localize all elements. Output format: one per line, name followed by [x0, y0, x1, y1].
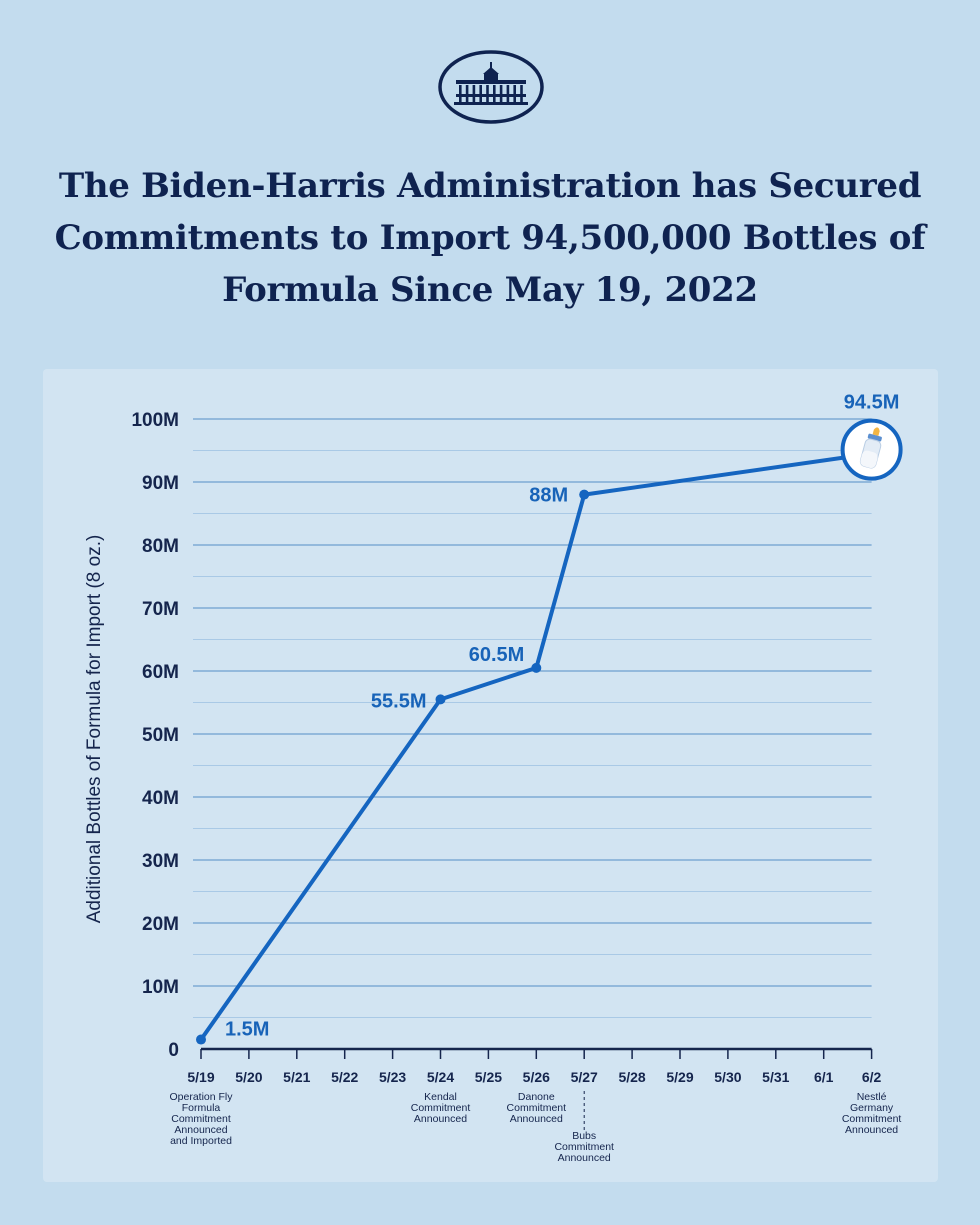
- annotation-line: Commitment: [554, 1141, 614, 1153]
- baby-bottle-icon: [840, 418, 903, 481]
- annotation-line: Danone: [518, 1091, 555, 1103]
- chart-panel: 0 10M 20M 30M 40M 50M 60M 70M 80M 90M 100M Addition…: [43, 369, 938, 1182]
- title-line-2: Commitments to Import 94,500,000 Bottles…: [54, 218, 926, 258]
- data-point: [435, 694, 446, 705]
- data-label: 88M: [529, 485, 568, 507]
- y-axis: 0 10M 20M 30M 40M 50M 60M 70M 80M 90M 100M Addition…: [84, 410, 179, 1061]
- y-tick-label: 50M: [142, 725, 179, 746]
- annotation-line: Commitment: [411, 1102, 471, 1114]
- data-label: 55.5M: [371, 690, 427, 712]
- annotation-line: Announced: [845, 1124, 898, 1136]
- x-annotation: Nestlé Germany Commitment Announced: [842, 1091, 902, 1136]
- title-line-3: Formula Since May 19, 2022: [222, 270, 758, 310]
- data-point: [579, 489, 590, 500]
- annotation-line: Operation Fly: [169, 1091, 233, 1103]
- y-tick-label: 70M: [142, 599, 179, 620]
- annotation-line: Bubs: [572, 1130, 596, 1142]
- gridlines: [193, 418, 872, 1018]
- annotation-line: Kendal: [424, 1091, 457, 1103]
- x-tick-label: 5/20: [235, 1069, 262, 1085]
- line-chart: 0 10M 20M 30M 40M 50M 60M 70M 80M 90M 100M Addition…: [84, 392, 903, 1164]
- y-tick-label: 10M: [142, 977, 179, 998]
- annotation-line: Commitment: [507, 1102, 567, 1114]
- y-tick-label: 90M: [142, 473, 179, 494]
- x-annotation: Operation Fly Formula Commitment Announced a…: [169, 1091, 233, 1147]
- x-tick-label: 5/25: [475, 1069, 502, 1085]
- x-axis: 5/19 5/20 5/21 5/22 5/23 5/24 5/25 5/26 5/27 5/28…: [187, 1047, 882, 1085]
- x-tick-label: 5/24: [427, 1069, 454, 1085]
- y-tick-label: 80M: [142, 536, 179, 557]
- data-point: [531, 662, 542, 673]
- annotation-line: Commitment: [171, 1113, 231, 1125]
- x-tick-label: 5/28: [618, 1069, 645, 1085]
- x-tick-label: 5/31: [762, 1069, 789, 1085]
- series: [196, 451, 872, 1045]
- x-tick-label: 5/29: [666, 1069, 693, 1085]
- x-tick-label: 5/30: [714, 1069, 741, 1085]
- y-tick-label: 60M: [142, 662, 179, 683]
- y-tick-label: 30M: [142, 851, 179, 872]
- x-tick-label: 6/2: [862, 1069, 882, 1085]
- white-house-logo: [438, 50, 544, 124]
- title-line-1: The Biden-Harris Administration has Secu…: [58, 166, 922, 206]
- x-annotations: Operation Fly Formula Commitment Announced a…: [169, 1091, 901, 1164]
- x-tick-label: 5/22: [331, 1069, 358, 1085]
- y-tick-label: 0: [168, 1040, 179, 1061]
- data-label: 1.5M: [225, 1019, 269, 1041]
- annotation-line: Announced: [510, 1113, 563, 1125]
- x-tick-label: 5/21: [283, 1069, 310, 1085]
- y-tick-label: 40M: [142, 788, 179, 809]
- x-tick-label: 5/19: [187, 1069, 214, 1085]
- data-label: 60.5M: [469, 644, 525, 666]
- annotation-line: Announced: [174, 1124, 227, 1136]
- data-point: [196, 1034, 206, 1045]
- x-tick-label: 5/27: [571, 1069, 598, 1085]
- annotation-line: Announced: [558, 1152, 611, 1164]
- y-tick-label: 100M: [131, 410, 179, 431]
- bottle-collar: [867, 433, 882, 442]
- x-annotation: Bubs Commitment Announced: [554, 1130, 614, 1164]
- x-annotation: Danone Commitment Announced: [507, 1091, 567, 1125]
- series-line: [199, 451, 872, 1041]
- bottle-shape: [859, 427, 882, 469]
- annotation-line: Germany: [850, 1102, 894, 1114]
- x-annotation: Kendal Commitment Announced: [411, 1091, 471, 1125]
- data-label: 94.5M: [844, 392, 900, 414]
- annotation-line: Commitment: [842, 1113, 902, 1125]
- x-tick-label: 6/1: [814, 1069, 834, 1085]
- page-title: The Biden-Harris Administration has Secu…: [40, 160, 940, 316]
- annotation-line: and Imported: [170, 1135, 232, 1147]
- y-tick-label: 20M: [142, 914, 179, 935]
- data-labels: 1.5M 55.5M 60.5M 88M 94.5M: [225, 392, 899, 1041]
- annotation-line: Nestlé: [857, 1091, 887, 1103]
- bottle-nipple: [872, 427, 880, 436]
- x-tick-label: 5/26: [523, 1069, 550, 1085]
- annotation-line: Announced: [414, 1113, 467, 1125]
- annotation-line: Formula: [182, 1102, 221, 1114]
- y-axis-label: Additional Bottles of Formula for Import…: [84, 535, 105, 924]
- x-tick-label: 5/23: [379, 1069, 406, 1085]
- bottle-milk: [860, 450, 878, 468]
